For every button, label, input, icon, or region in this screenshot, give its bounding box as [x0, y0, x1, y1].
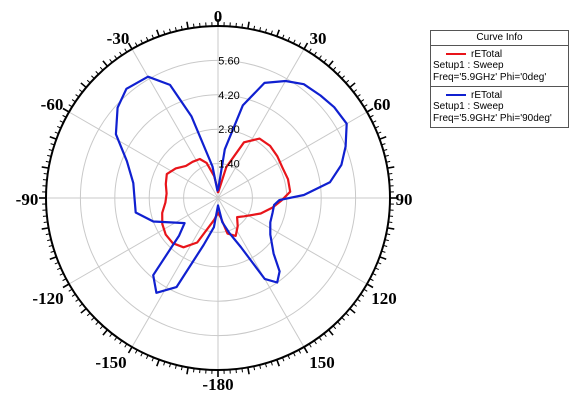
- angle-tick-label: -180: [202, 375, 233, 394]
- major-tick: [276, 29, 280, 37]
- angle-tick-label: -90: [16, 190, 39, 209]
- major-tick: [186, 21, 189, 29]
- legend-setup: Setup1 : Sweep: [433, 60, 504, 71]
- outer-ring: [45, 25, 391, 371]
- legend-swatch-blue: [446, 94, 466, 96]
- legend-box: Curve Info rETotal Setup1 : Sweep Freq='…: [430, 30, 569, 128]
- angle-tick-label: 90: [396, 190, 413, 209]
- grid-spoke: [131, 48, 219, 199]
- grid-spoke: [131, 197, 219, 348]
- major-tick: [327, 60, 334, 67]
- major-tick: [49, 256, 57, 260]
- major-tick: [387, 166, 395, 169]
- legend-entry-phi-90: rETotal Setup1 : Sweep Freq='5.9GHz' Phi…: [431, 87, 568, 127]
- major-tick: [349, 82, 356, 89]
- major-tick: [379, 256, 387, 260]
- grid-spoke: [68, 111, 219, 199]
- angle-tick-label: -120: [32, 289, 63, 308]
- major-tick: [247, 21, 250, 29]
- radial-tick-label: 1.40: [218, 159, 239, 171]
- angle-tick-label: 60: [374, 95, 391, 114]
- major-tick: [387, 227, 395, 230]
- legend-title: Curve Info: [431, 31, 568, 46]
- angle-tick-label: 150: [309, 353, 335, 372]
- legend-entry-phi-0: rETotal Setup1 : Sweep Freq='5.9GHz' Phi…: [431, 46, 568, 87]
- major-tick: [327, 329, 334, 336]
- major-tick: [62, 107, 70, 113]
- radial-tick-label: 5.60: [218, 55, 239, 67]
- legend-setup: Setup1 : Sweep: [433, 101, 504, 112]
- major-tick: [186, 367, 189, 375]
- major-tick: [49, 136, 57, 140]
- major-tick: [41, 166, 49, 169]
- angle-tick-label: -60: [41, 95, 64, 114]
- major-tick: [303, 346, 309, 354]
- radial-tick-label: 4.20: [218, 90, 239, 102]
- major-tick: [41, 227, 49, 230]
- major-tick: [379, 136, 387, 140]
- angle-tick-label: -30: [107, 29, 130, 48]
- legend-freq: Freq='5.9GHz' Phi='0deg': [433, 72, 547, 83]
- major-tick: [102, 60, 109, 67]
- major-tick: [156, 359, 160, 367]
- angle-tick-label: 30: [310, 29, 327, 48]
- angle-tick-label: 0: [214, 7, 223, 26]
- major-tick: [366, 283, 374, 289]
- major-tick: [156, 29, 160, 37]
- grid-spoke: [68, 197, 219, 285]
- legend-series-name: rETotal: [471, 48, 503, 60]
- legend-freq: Freq='5.9GHz' Phi='90deg': [433, 113, 552, 124]
- major-tick: [127, 346, 133, 354]
- major-tick: [80, 82, 87, 89]
- grid-spoke: [217, 111, 368, 199]
- radial-tick-label: 2.80: [218, 124, 239, 136]
- legend-swatch-red: [446, 53, 466, 55]
- major-tick: [127, 42, 133, 50]
- major-tick: [102, 329, 109, 336]
- major-tick: [80, 307, 87, 314]
- grid-spoke: [217, 48, 305, 199]
- major-tick: [303, 42, 309, 50]
- series-layer: [114, 75, 348, 294]
- polar-grid: [46, 26, 390, 370]
- legend-series-name: rETotal: [471, 89, 503, 101]
- major-tick: [366, 107, 374, 113]
- major-tick: [276, 359, 280, 367]
- angle-tick-label: -150: [95, 353, 126, 372]
- angle-tick-label: 120: [371, 289, 397, 308]
- major-tick: [247, 367, 250, 375]
- major-tick: [349, 307, 356, 314]
- grid-spoke: [217, 197, 368, 285]
- series-curve-phi-90: [114, 75, 348, 294]
- major-tick: [62, 283, 70, 289]
